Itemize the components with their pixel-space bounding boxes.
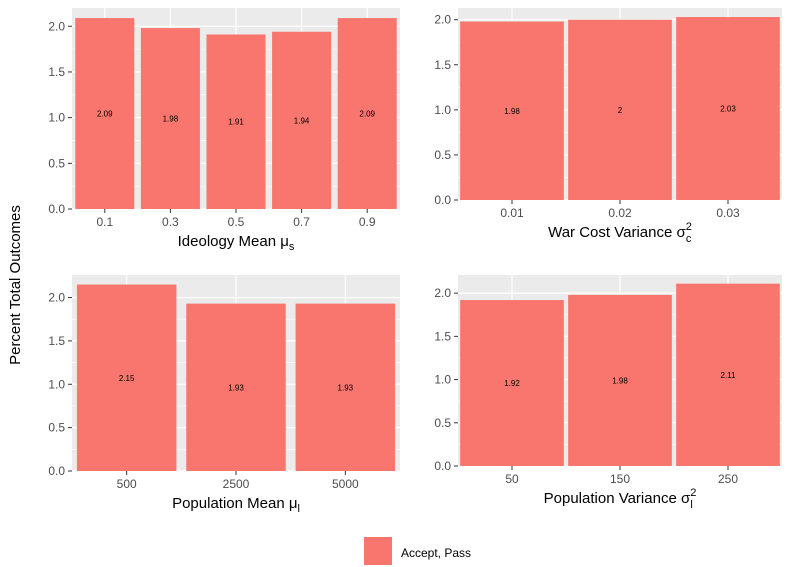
x-axis-title: Ideology Mean μs bbox=[178, 233, 295, 253]
bar-value-label: 1.92 bbox=[504, 379, 520, 388]
y-tick-label: 1.0 bbox=[434, 103, 451, 117]
y-tick-label: 0.5 bbox=[48, 156, 65, 170]
x-axis-title: Population Variance σ2 l bbox=[544, 487, 697, 511]
y-axis-title: Percent Total Outcomes bbox=[7, 205, 24, 365]
y-tick-label: 0.0 bbox=[434, 459, 451, 473]
legend-label: Accept, Pass bbox=[401, 546, 471, 560]
bar-value-label: 1.98 bbox=[612, 376, 628, 385]
panel-3: 0.0 0.5 1.0 1.5 2.0 2.15 1.93 1.93 500 2500 5000 Po… bbox=[48, 275, 400, 515]
bar bbox=[568, 294, 672, 466]
bar bbox=[272, 31, 332, 209]
x-tick-label: 0.7 bbox=[293, 215, 310, 229]
bar-value-label: 1.93 bbox=[228, 383, 244, 392]
x-axis-title: Population Mean μl bbox=[172, 495, 300, 515]
bar bbox=[206, 34, 266, 209]
bar bbox=[568, 19, 672, 201]
y-tick-label: 1.5 bbox=[434, 58, 451, 72]
bar bbox=[76, 284, 177, 471]
x-tick-label: 500 bbox=[117, 477, 137, 491]
x-tick-label: 0.1 bbox=[96, 215, 113, 229]
panel-4: 0.0 0.5 1.0 1.5 2.0 1.92 1.98 2.11 50 150 250 Popul… bbox=[434, 275, 782, 511]
bar bbox=[295, 303, 396, 471]
x-tick-label: 2500 bbox=[223, 477, 250, 491]
y-tick-label: 1.5 bbox=[48, 334, 65, 348]
bar bbox=[676, 283, 780, 466]
bar-value-label: 2.15 bbox=[119, 374, 135, 383]
x-tick-label: 150 bbox=[610, 472, 630, 486]
y-tick-label: 0.0 bbox=[48, 464, 65, 478]
x-tick-label: 250 bbox=[718, 472, 738, 486]
legend-swatch bbox=[364, 537, 392, 565]
y-tick-label: 2.0 bbox=[434, 286, 451, 300]
y-tick-label: 1.0 bbox=[434, 373, 451, 387]
bar bbox=[75, 18, 135, 209]
y-tick-label: 1.0 bbox=[48, 377, 65, 391]
x-tick-label: 50 bbox=[505, 472, 519, 486]
y-tick-label: 0.0 bbox=[434, 193, 451, 207]
y-tick-label: 1.0 bbox=[48, 111, 65, 125]
bar-value-label: 2.11 bbox=[721, 371, 737, 380]
y-tick-label: 2.0 bbox=[48, 19, 65, 33]
bar-value-label: 1.94 bbox=[294, 116, 310, 125]
y-tick-label: 2.0 bbox=[434, 13, 451, 27]
bar bbox=[460, 300, 564, 466]
y-tick-label: 2.0 bbox=[48, 291, 65, 305]
y-tick-label: 0.5 bbox=[434, 148, 451, 162]
bar-value-label: 1.98 bbox=[163, 115, 179, 124]
y-tick-label: 1.5 bbox=[48, 65, 65, 79]
x-tick-label: 0.03 bbox=[716, 206, 740, 220]
panels: 0.0 0.5 1.0 1.5 2.0 2.09 1.98 1.91 1.94 2.09 0.1 0.… bbox=[48, 8, 782, 515]
x-tick-label: 5000 bbox=[332, 477, 359, 491]
x-tick-label: 0.9 bbox=[359, 215, 376, 229]
bar-value-label: 2.03 bbox=[720, 105, 736, 114]
x-tick-label: 0.3 bbox=[162, 215, 179, 229]
y-tick-label: 0.5 bbox=[434, 416, 451, 430]
bar bbox=[140, 28, 200, 209]
bar-value-label: 1.91 bbox=[228, 118, 244, 127]
y-tick-label: 0.0 bbox=[48, 202, 65, 216]
bar-value-label: 1.93 bbox=[338, 383, 354, 392]
bar-value-label: 2 bbox=[618, 106, 623, 115]
panel-1: 0.0 0.5 1.0 1.5 2.0 2.09 1.98 1.91 1.94 2.09 0.1 0.… bbox=[48, 8, 400, 253]
y-tick-label: 0.5 bbox=[48, 421, 65, 435]
bar bbox=[337, 18, 397, 209]
bar bbox=[676, 17, 780, 200]
y-tick-label: 1.5 bbox=[434, 329, 451, 343]
legend: Accept, Pass bbox=[364, 537, 471, 565]
x-tick-label: 0.02 bbox=[608, 206, 632, 220]
x-tick-label: 0.5 bbox=[228, 215, 245, 229]
bar-value-label: 1.98 bbox=[504, 107, 520, 116]
bar bbox=[460, 21, 564, 201]
x-axis-title: War Cost Variance σ2 c bbox=[548, 221, 692, 245]
panel-2: 0.0 0.5 1.0 1.5 2.0 1.98 2 2.03 0.01 0.02 0.03 War … bbox=[434, 8, 782, 245]
x-tick-label: 0.01 bbox=[500, 206, 524, 220]
bar-value-label: 2.09 bbox=[359, 110, 375, 119]
bar bbox=[186, 303, 286, 471]
bar-value-label: 2.09 bbox=[97, 110, 113, 119]
